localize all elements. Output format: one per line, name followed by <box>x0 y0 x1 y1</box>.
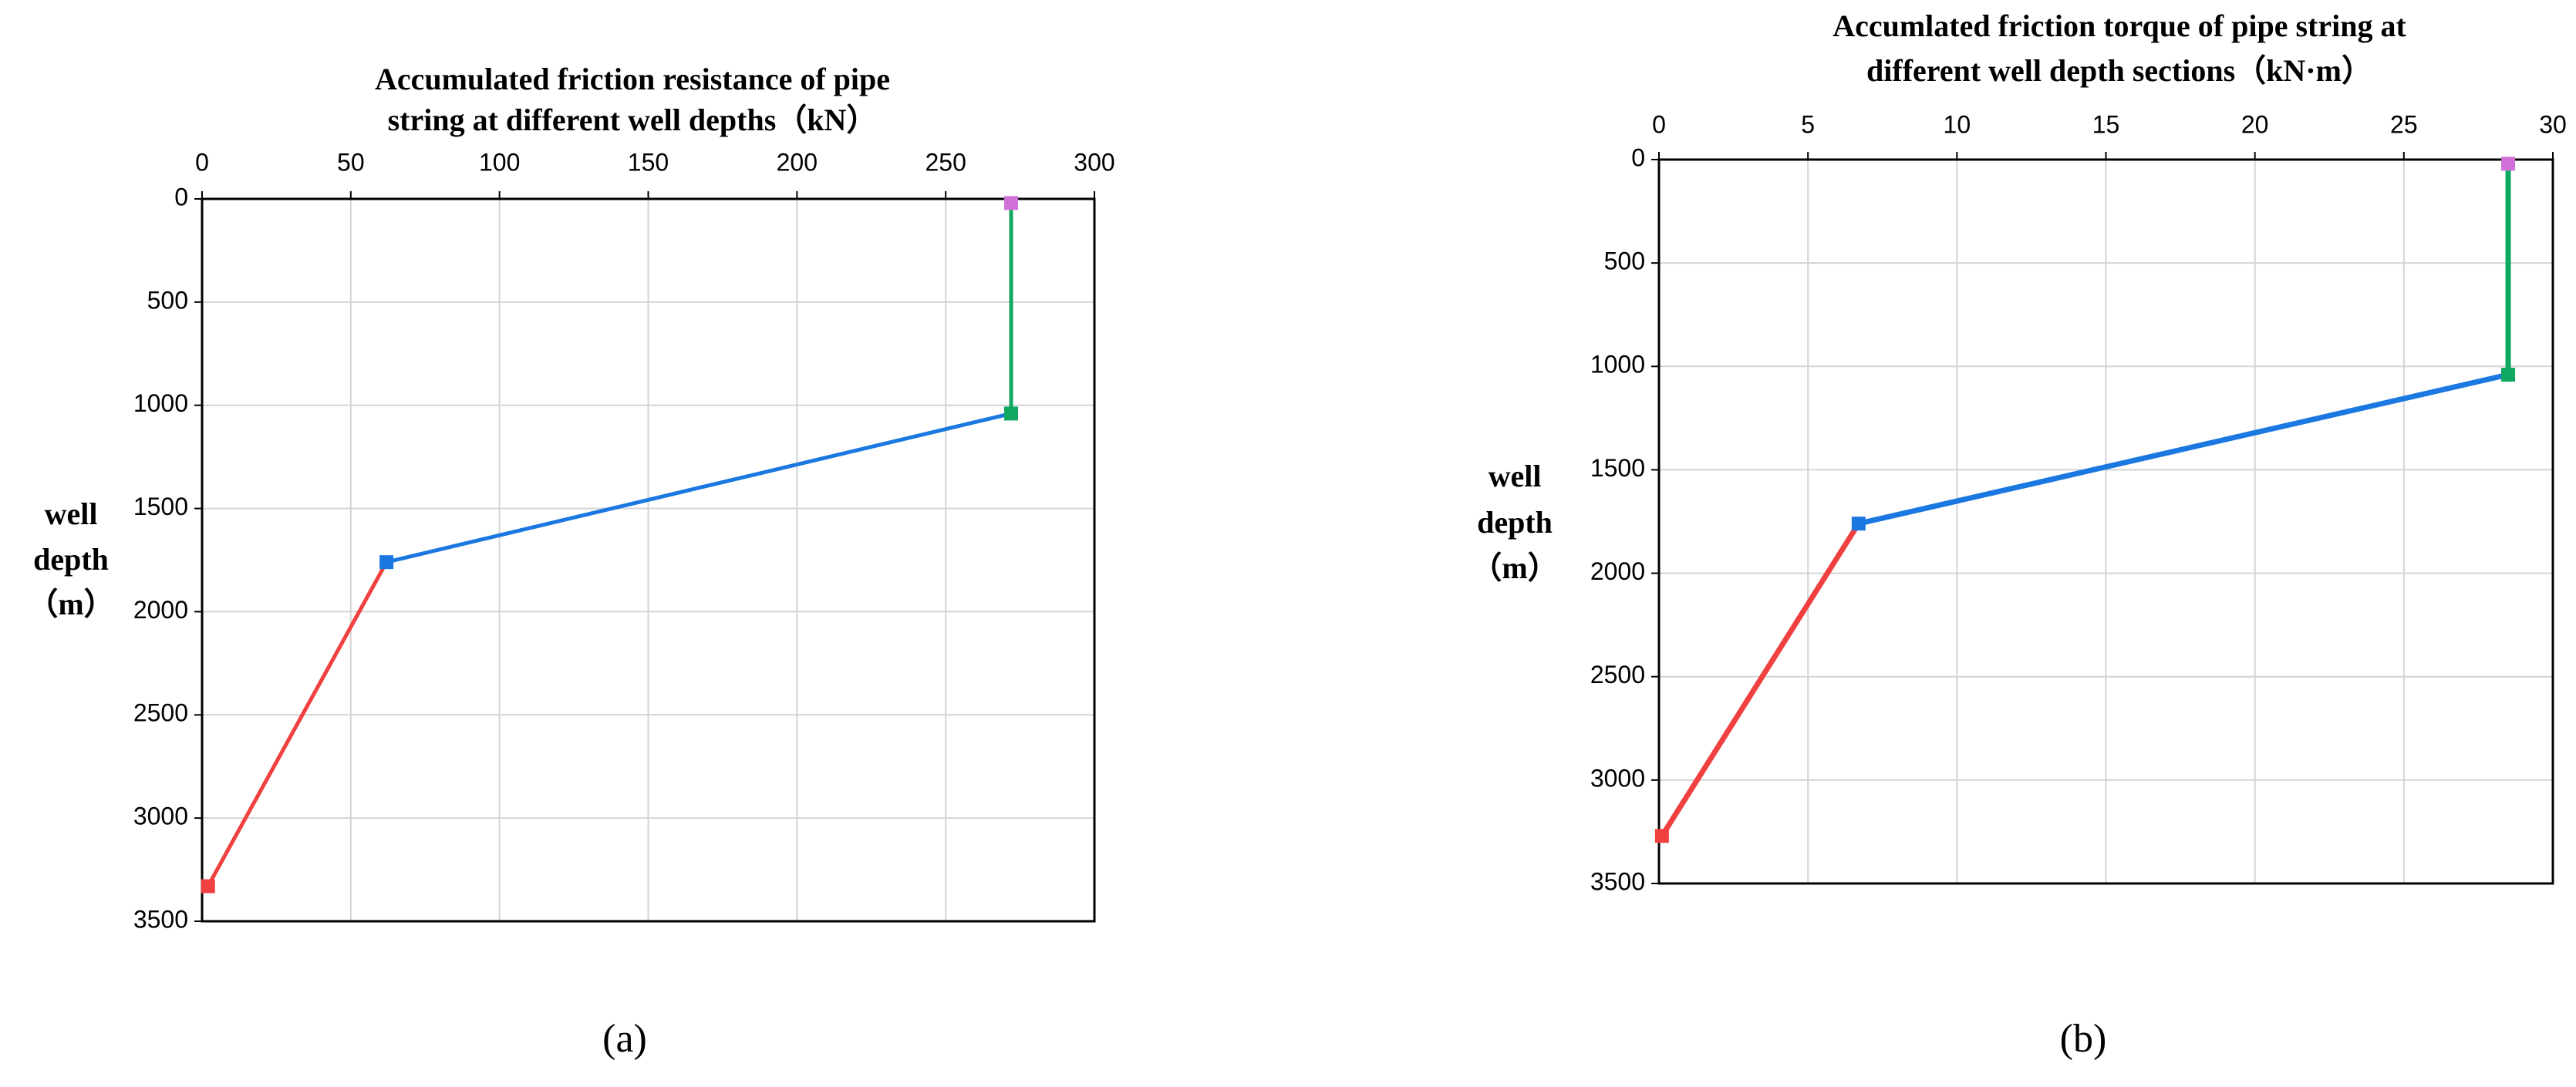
chart-title: different well depth sections（kN·m） <box>1866 53 2372 88</box>
x-tick-label: 300 <box>1074 148 1114 176</box>
y-tick-label: 3000 <box>1590 764 1645 792</box>
point-marker <box>1004 406 1019 421</box>
x-tick-label: 50 <box>337 148 365 176</box>
y-tick-label: 0 <box>1631 143 1645 171</box>
chart-title: string at different well depths（kN） <box>388 103 878 137</box>
series-line <box>1659 522 1861 838</box>
caption: (a) <box>602 1017 647 1061</box>
x-tick-label: 0 <box>1652 110 1666 138</box>
plot-frame <box>201 197 1096 923</box>
point-marker <box>1004 196 1019 210</box>
y-axis-label: （m） <box>27 587 114 621</box>
y-axis-label: well <box>1489 459 1542 493</box>
y-tick-label: 2500 <box>1590 661 1645 688</box>
y-axis-label: depth <box>33 542 109 577</box>
series-line <box>1858 372 2509 527</box>
point-marker <box>1851 517 1866 531</box>
y-tick-label: 1000 <box>133 389 188 417</box>
plot-frame <box>1657 158 2554 885</box>
point-marker <box>201 879 215 893</box>
y-tick-label: 0 <box>174 183 188 210</box>
x-tick-label: 200 <box>777 148 818 176</box>
series-line <box>386 411 1012 564</box>
y-tick-label: 500 <box>1604 247 1645 275</box>
y-tick-label: 2000 <box>133 596 188 624</box>
y-tick-label: 1500 <box>133 493 188 520</box>
y-tick-label: 3500 <box>133 905 188 933</box>
x-tick-label: 0 <box>195 148 209 176</box>
x-tick-label: 5 <box>1801 110 1815 138</box>
y-tick-label: 1500 <box>1590 454 1645 482</box>
point-marker <box>1654 829 1669 843</box>
y-tick-label: 2500 <box>133 699 188 727</box>
x-tick-label: 20 <box>2241 110 2269 138</box>
point-marker <box>379 555 394 570</box>
x-tick-label: 100 <box>479 148 520 176</box>
caption: (b) <box>2060 1017 2107 1061</box>
series-line <box>206 560 389 887</box>
y-axis-label: depth <box>1477 505 1553 540</box>
y-tick-label: 2000 <box>1590 557 1645 585</box>
y-axis-label: （m） <box>1471 550 1558 585</box>
chart-title: Accumulated friction resistance of pipe <box>375 62 890 96</box>
y-tick-label: 3000 <box>133 803 188 830</box>
point-marker <box>2501 368 2516 382</box>
y-tick-label: 3500 <box>1590 867 1645 895</box>
y-axis-label: well <box>45 496 98 531</box>
x-tick-label: 150 <box>628 148 669 176</box>
chart-title: Accumlated friction torque of pipe strin… <box>1833 8 2406 43</box>
x-tick-label: 250 <box>925 148 966 176</box>
x-tick-label: 15 <box>2092 110 2120 138</box>
y-tick-label: 500 <box>147 286 188 314</box>
x-tick-label: 30 <box>2539 110 2567 138</box>
x-tick-label: 10 <box>1944 110 1971 138</box>
x-tick-label: 25 <box>2390 110 2418 138</box>
point-marker <box>2501 156 2516 171</box>
y-tick-label: 1000 <box>1590 351 1645 379</box>
